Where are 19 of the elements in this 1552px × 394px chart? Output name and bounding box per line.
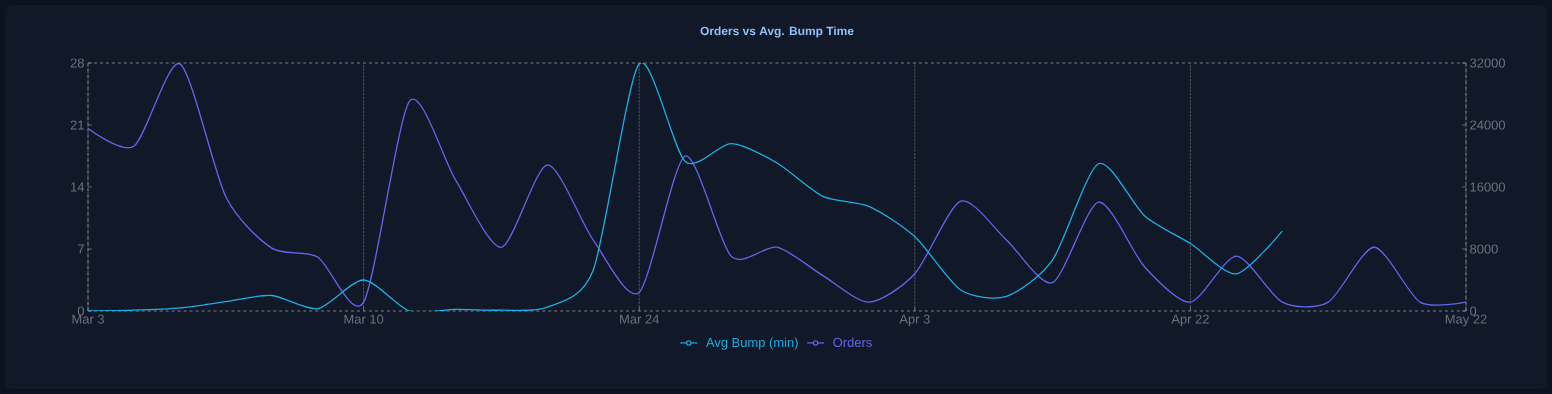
y2-tick-label: 32000 (1470, 58, 1506, 68)
y-tick-label: 14 (71, 182, 85, 192)
x-tick-label: May 22 (1445, 314, 1487, 327)
y2-tick-label: 8000 (1470, 244, 1498, 254)
x-tick-label: Mar 24 (620, 314, 659, 324)
legend-label: Avg Bump (min) (705, 337, 798, 350)
y-tick-label: 21 (70, 120, 84, 130)
y-tick-label: 28 (70, 58, 84, 68)
y-tick-label: 7 (77, 244, 84, 254)
x-tick-label: Apr 3 (899, 314, 930, 327)
x-tick-label: Mar 10 (344, 314, 384, 324)
legend-label: Orders (833, 337, 872, 348)
y-tick-label: 0 (77, 306, 84, 316)
y2-tick-label: 0 (1470, 306, 1477, 316)
chart-title: Orders vs Avg. Bump Time (700, 26, 854, 38)
y2-tick-label: 24000 (1470, 120, 1506, 130)
x-tick-label: Apr 22 (1171, 314, 1209, 327)
x-tick-label: Mar 3 (72, 314, 104, 324)
y2-tick-label: 16000 (1470, 182, 1506, 192)
